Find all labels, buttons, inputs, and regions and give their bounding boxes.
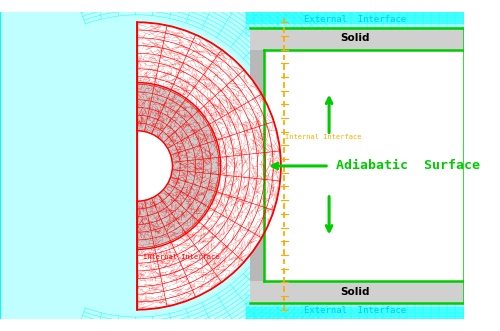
Bar (250, 281, 464, 303)
Bar (250, 50, 264, 281)
Polygon shape (0, 12, 464, 319)
Bar (264, 50, 464, 281)
Bar (250, 28, 464, 50)
Text: Solid: Solid (340, 33, 370, 43)
Text: External  Interface: External Interface (304, 15, 406, 24)
Text: External  Interface: External Interface (304, 306, 406, 315)
Wedge shape (137, 22, 281, 310)
Wedge shape (137, 131, 172, 201)
Bar (246, 307, 464, 319)
Text: Internal Interface: Internal Interface (284, 134, 361, 140)
Bar (246, 12, 464, 24)
Text: Adiabatic  Surface: Adiabatic Surface (336, 160, 480, 172)
Wedge shape (137, 82, 220, 249)
Text: Solid: Solid (340, 287, 370, 297)
Text: Internal Interface: Internal Interface (142, 254, 219, 260)
